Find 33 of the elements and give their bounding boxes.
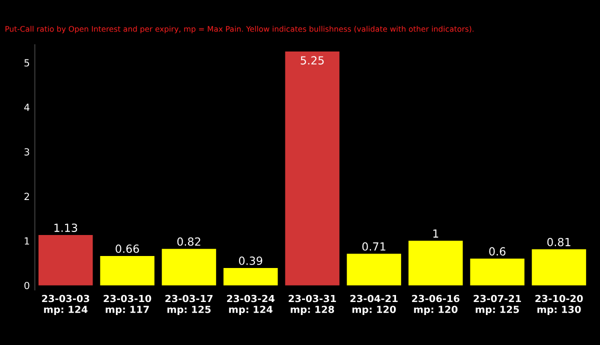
data-label: 0.82	[177, 237, 200, 246]
x-tick-label: 23-03-03 mp: 124	[42, 294, 90, 315]
x-tick-label: 23-07-21 mp: 125	[474, 294, 521, 315]
bar	[470, 258, 524, 286]
bar	[532, 249, 586, 286]
bar	[162, 248, 216, 286]
data-label: 0.66	[116, 244, 139, 253]
x-tick-label: 23-03-10 mp: 117	[104, 294, 152, 315]
bar	[408, 240, 463, 286]
y-tick-label: 4	[24, 104, 30, 111]
x-tick-label: 23-10-20 mp: 130	[535, 294, 583, 315]
data-label: 5.25	[300, 56, 324, 65]
x-tick-label: 23-03-31 mp: 128	[288, 294, 336, 315]
data-label: 0.71	[362, 242, 386, 251]
y-tick-label: 2	[24, 192, 29, 200]
y-tick-label: 1	[24, 237, 30, 245]
bar	[346, 254, 402, 286]
bar	[38, 235, 93, 286]
data-label: 1	[433, 230, 438, 238]
bar	[285, 52, 340, 286]
bar	[100, 256, 154, 286]
y-tick-label: 3	[24, 148, 30, 156]
x-tick-label: 23-03-24 mp: 124	[227, 294, 275, 315]
x-tick-label: 23-04-21 mp: 120	[350, 294, 398, 315]
x-tick-label: 23-03-17 mp: 125	[165, 294, 213, 315]
data-label: 0.39	[238, 256, 262, 265]
y-tick-label: 5	[24, 59, 30, 66]
y-tick-label: 0	[24, 282, 30, 290]
bar	[224, 268, 278, 286]
data-label: 0.81	[547, 238, 570, 246]
data-label: 1.13	[54, 224, 78, 232]
x-tick-label: 23-06-16 mp: 120	[412, 294, 460, 315]
data-label: 0.6	[489, 247, 506, 256]
